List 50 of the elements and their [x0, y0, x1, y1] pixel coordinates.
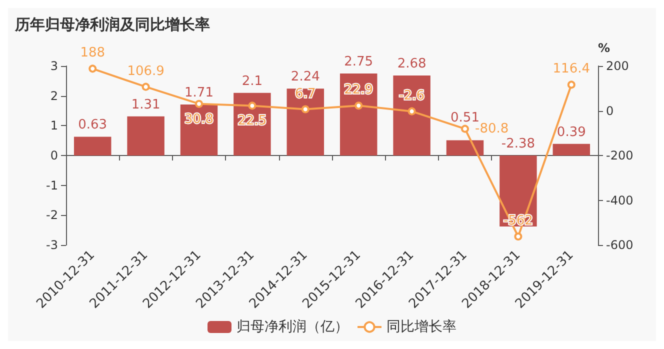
point: [142, 82, 150, 91]
bar: [127, 116, 164, 156]
data-label: 106.9: [127, 64, 164, 79]
y2-tick-label: 200: [606, 59, 629, 73]
data-label: 22.5: [238, 114, 267, 129]
data-label: -2.6: [399, 88, 424, 104]
y2-axis-title: %: [598, 41, 610, 55]
data-label: 116.4: [552, 62, 590, 77]
bar: [340, 73, 378, 156]
data-label: 2.68: [397, 56, 426, 72]
chart-title: 历年归母净利润及同比增长率: [14, 16, 210, 34]
y2-tick-label: -400: [606, 193, 634, 208]
y-tick-label: -2: [46, 208, 58, 222]
y2-tick-label: -200: [606, 148, 634, 162]
data-label: 0.63: [78, 118, 108, 133]
point: [408, 107, 416, 116]
point: [195, 100, 203, 108]
data-label: 0.39: [556, 124, 586, 140]
legend-label: 归母净利润（亿）: [236, 319, 348, 335]
point: [88, 64, 97, 73]
data-label: 1.71: [184, 85, 214, 100]
y-tick-label: 1: [50, 118, 58, 133]
point: [354, 102, 363, 110]
point: [461, 124, 469, 133]
data-label: 2.1: [242, 74, 263, 89]
point: [514, 232, 522, 240]
data-label: 188: [80, 46, 106, 61]
y2-tick-label: -600: [606, 238, 634, 252]
y2-tick-label: 0: [606, 104, 614, 118]
y-tick-label: 2: [50, 88, 58, 103]
point: [301, 105, 310, 114]
data-label: 30.8: [184, 112, 214, 127]
point: [248, 102, 256, 110]
bar: [446, 140, 484, 156]
bar: [393, 76, 430, 156]
data-label: 2.24: [290, 70, 320, 85]
point: [567, 80, 576, 89]
y-tick-label: -1: [46, 178, 58, 192]
legend-label: 同比增长率: [386, 319, 456, 335]
y-tick-label: -3: [46, 238, 58, 252]
bar: [552, 144, 590, 156]
data-label: 1.31: [131, 97, 160, 112]
bar: [286, 88, 324, 156]
data-label: 2.75: [344, 54, 374, 70]
y-tick-label: 3: [50, 59, 58, 73]
y-tick-label: 0: [50, 148, 58, 162]
data-label: 22.9: [344, 82, 374, 98]
data-label: 6.7: [295, 86, 316, 102]
data-label: -2.38: [501, 136, 536, 152]
bar: [74, 136, 112, 156]
